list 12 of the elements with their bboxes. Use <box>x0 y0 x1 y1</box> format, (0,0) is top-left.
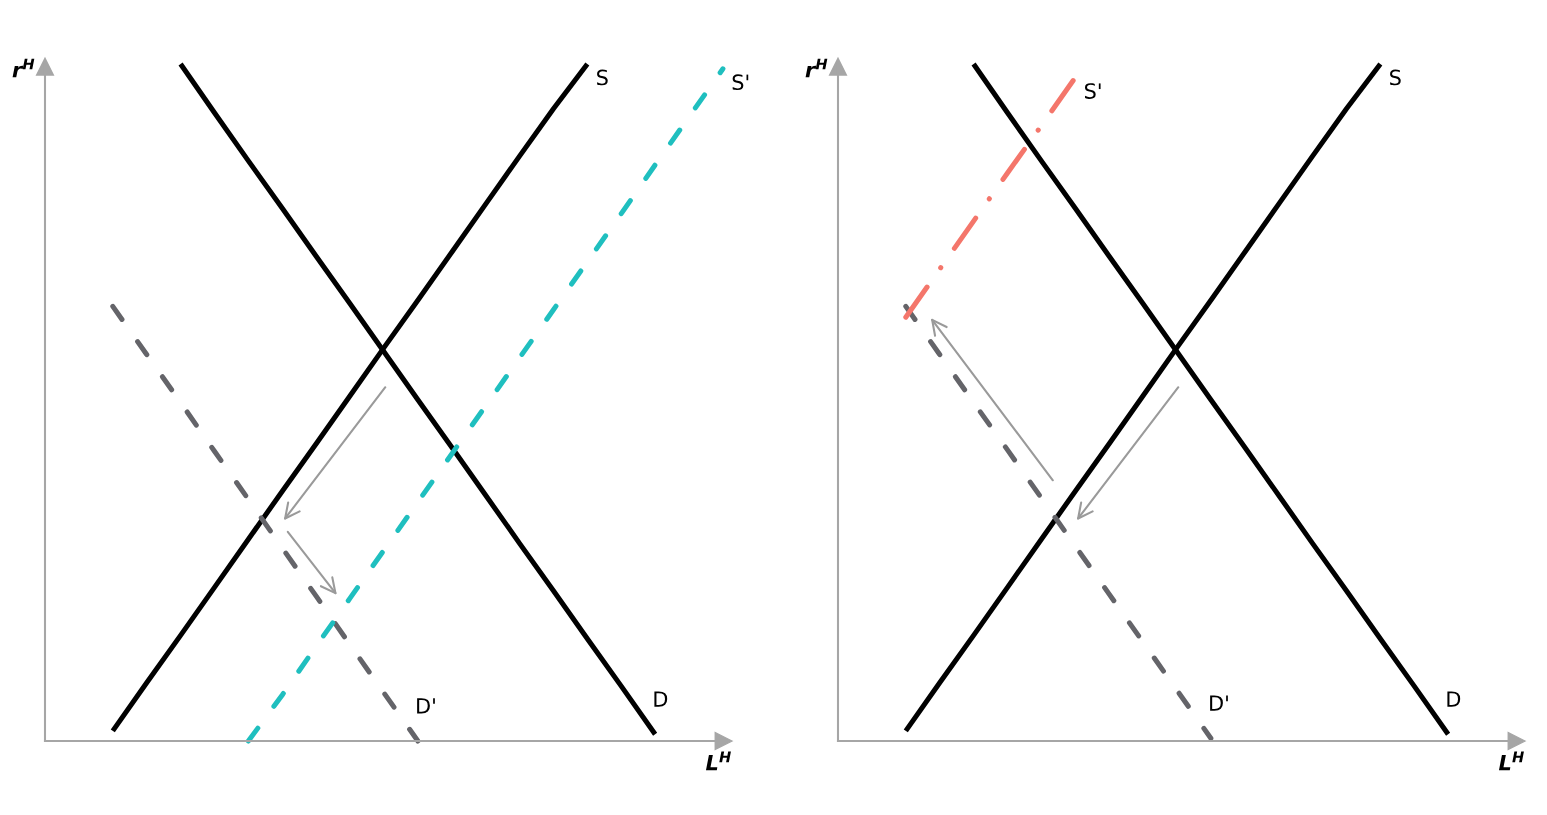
series-label: S <box>597 69 608 86</box>
series-label: D' <box>417 698 435 714</box>
series-label: S' <box>732 74 749 91</box>
series-label: S' <box>1084 83 1101 99</box>
y-axis-title: r$^{H}$ <box>805 58 828 78</box>
x-axis-title: L$^{H}$ <box>1498 751 1524 771</box>
series-label: S <box>1390 69 1401 86</box>
x-axis-title: L$^{H}$ <box>705 751 731 771</box>
series-label: D' <box>1210 695 1228 711</box>
series-label: D <box>1447 691 1461 707</box>
y-axis-title: r$^{H}$ <box>12 58 35 78</box>
series-label: D <box>654 691 668 707</box>
